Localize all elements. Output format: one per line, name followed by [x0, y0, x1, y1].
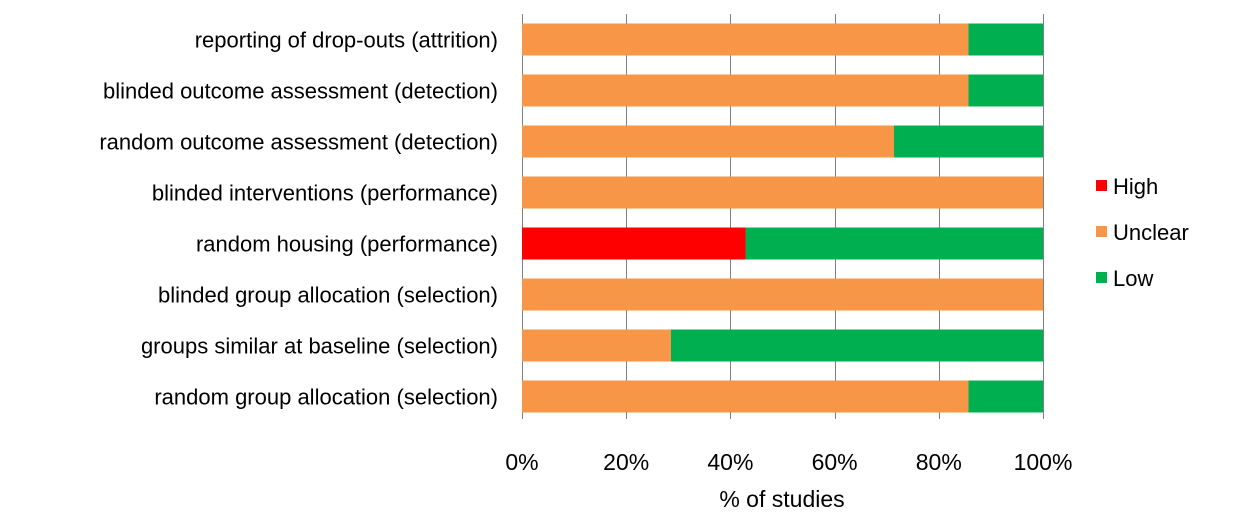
x-tick-label-3: 60%	[812, 449, 858, 475]
category-label-5: blinded group allocation (selection)	[158, 283, 498, 308]
x-tick-label-1: 20%	[603, 449, 649, 475]
bar-unclear-5	[522, 278, 1043, 311]
bar-unclear-1	[522, 74, 969, 107]
category-label-1: blinded outcome assessment (detection)	[103, 79, 498, 104]
legend-swatch-high	[1096, 180, 1107, 191]
legend: High Unclear Low	[1096, 174, 1189, 291]
category-label-4: random housing (performance)	[196, 232, 498, 257]
bar-unclear-6	[522, 329, 672, 362]
x-tick-label-4: 80%	[916, 449, 962, 475]
category-label-3: blinded interventions (performance)	[152, 181, 498, 206]
category-label-0: reporting of drop-outs (attrition)	[195, 28, 498, 53]
legend-swatch-unclear	[1096, 226, 1107, 237]
legend-label-low: Low	[1113, 266, 1153, 291]
x-tick-label-5: 100%	[1014, 449, 1073, 475]
bar-low-4	[745, 227, 1043, 260]
bar-low-0	[968, 23, 1043, 56]
category-label-6: groups similar at baseline (selection)	[141, 334, 498, 359]
bar-unclear-7	[522, 380, 969, 413]
legend-label-high: High	[1113, 174, 1158, 199]
x-tick-label-0: 0%	[505, 449, 538, 475]
x-tick-labels: 0% 20% 40% 60% 80% 100%	[505, 449, 1072, 475]
bar-low-1	[968, 74, 1043, 107]
category-labels: reporting of drop-outs (attrition) blinde…	[99, 28, 498, 410]
x-axis-title: % of studies	[719, 486, 844, 512]
bar-high-4	[522, 227, 746, 260]
bar-low-7	[968, 380, 1043, 413]
bar-unclear-2	[522, 125, 894, 158]
legend-label-unclear: Unclear	[1113, 220, 1189, 245]
legend-swatch-low	[1096, 272, 1107, 283]
bar-low-6	[671, 329, 1043, 362]
x-tick-label-2: 40%	[707, 449, 753, 475]
bar-unclear-3	[522, 176, 1043, 209]
bar-unclear-0	[522, 23, 969, 56]
bars	[522, 23, 1043, 413]
bar-low-2	[893, 125, 1043, 158]
category-label-7: random group allocation (selection)	[154, 385, 498, 410]
category-label-2: random outcome assessment (detection)	[99, 130, 498, 155]
